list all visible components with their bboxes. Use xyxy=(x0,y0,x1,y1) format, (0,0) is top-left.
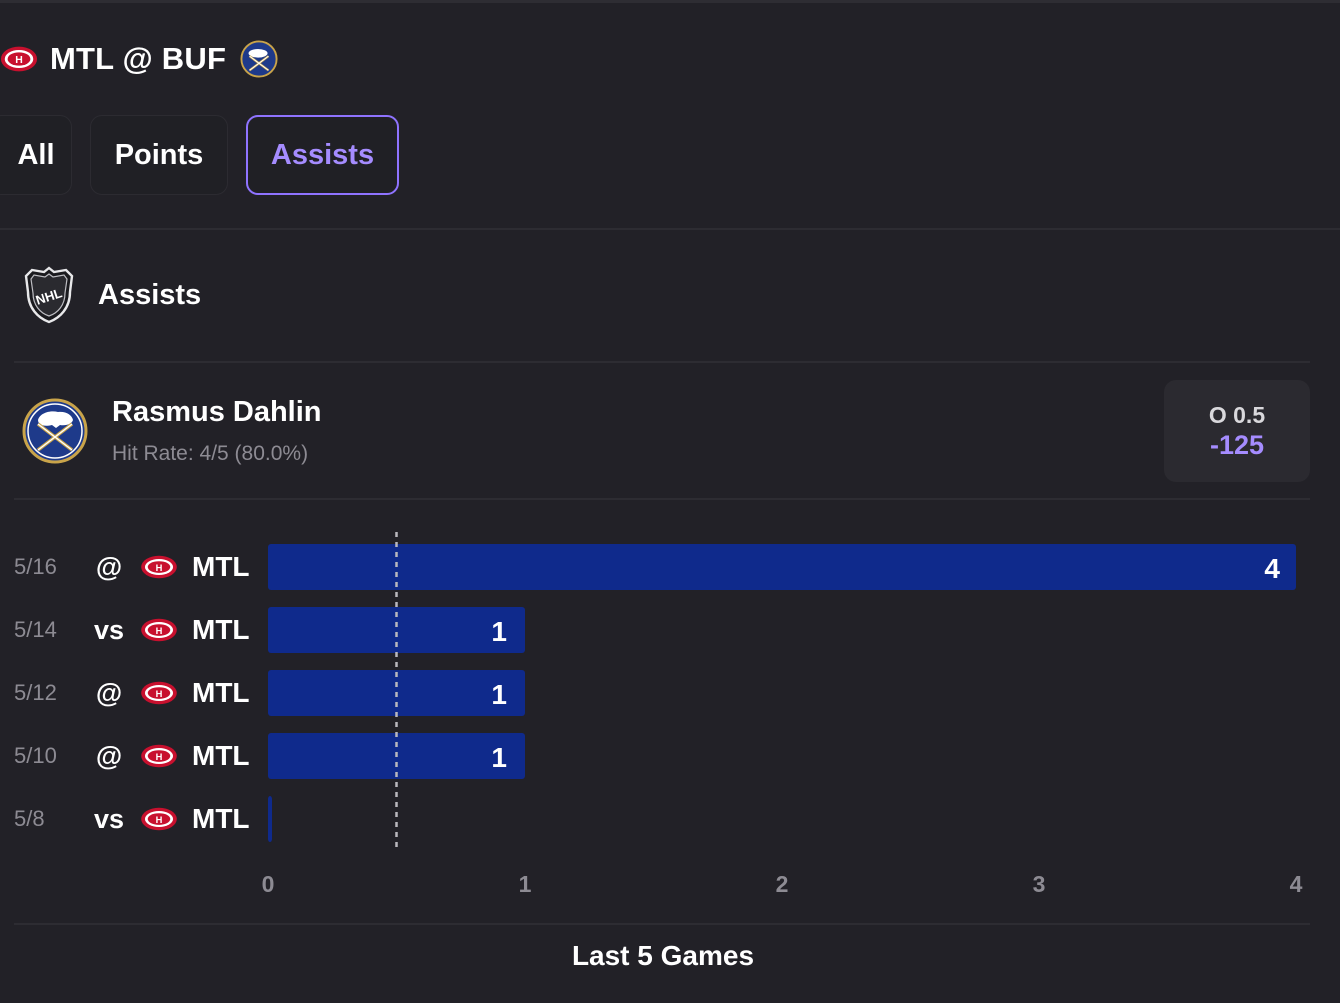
opponent-name: MTL xyxy=(192,740,250,771)
bar[interactable] xyxy=(268,796,272,842)
game-date: 5/12 xyxy=(14,680,57,705)
assists-bar-chart: 4 1 1 1 0 1 2 3 4 xyxy=(262,532,1303,897)
svg-text:H: H xyxy=(156,752,163,762)
x-tick-label: 4 xyxy=(1290,871,1303,897)
hit-rate: Hit Rate: 4/5 (80.0%) xyxy=(112,442,309,465)
game-header: H MTL @ BUF xyxy=(0,36,278,82)
canadiens-logo-icon: H xyxy=(140,804,178,834)
svg-text:H: H xyxy=(156,689,163,699)
svg-text:H: H xyxy=(156,815,163,825)
odds-button[interactable]: O 0.5 -125 xyxy=(1164,380,1310,482)
game-row: 5/10 @ H MTL xyxy=(14,733,250,779)
bar-value-label: 4 xyxy=(1264,553,1280,584)
tab-all-label: All xyxy=(17,138,55,171)
bar[interactable] xyxy=(268,544,1296,590)
canadiens-logo-icon: H xyxy=(140,741,178,771)
svg-text:H: H xyxy=(15,55,23,66)
game-date: 5/16 xyxy=(14,554,57,579)
canadiens-logo-icon: H xyxy=(140,678,178,708)
section-title: Assists xyxy=(98,278,202,311)
x-tick-label: 0 xyxy=(262,871,275,897)
svg-text:H: H xyxy=(156,626,163,636)
game-date: 5/14 xyxy=(14,617,57,642)
player-row: Rasmus Dahlin Hit Rate: 4/5 (80.0%) O 0.… xyxy=(22,380,1310,486)
home-away-indicator: @ xyxy=(95,740,123,771)
x-tick-label: 3 xyxy=(1033,871,1046,897)
tab-assists-label: Assists xyxy=(270,138,375,171)
home-away-indicator: vs xyxy=(93,614,125,645)
game-row: 5/12 @ H MTL xyxy=(14,670,250,716)
x-tick-label: 2 xyxy=(776,871,789,897)
tab-assists[interactable]: Assists xyxy=(246,115,399,195)
market-tabs: All Points Assists xyxy=(0,115,417,195)
game-date: 5/10 xyxy=(14,743,57,768)
tab-points-label: Points xyxy=(114,138,204,171)
home-away-indicator: vs xyxy=(93,803,125,834)
opponent-name: MTL xyxy=(192,614,250,645)
x-tick-label: 1 xyxy=(519,871,532,897)
game-title: MTL @ BUF xyxy=(50,41,227,76)
bar-value-label: 1 xyxy=(491,679,507,710)
bar[interactable] xyxy=(268,607,525,653)
opponent-name: MTL xyxy=(192,677,250,708)
svg-text:H: H xyxy=(156,563,163,573)
bar-value-label: 1 xyxy=(491,742,507,773)
game-row: 5/8 vs H MTL xyxy=(14,796,250,842)
home-away-indicator: @ xyxy=(95,551,123,582)
game-date: 5/8 xyxy=(14,806,45,831)
odds-line: O 0.5 xyxy=(1208,401,1266,428)
home-away-indicator: @ xyxy=(95,677,123,708)
divider xyxy=(0,228,1340,230)
tab-all[interactable]: All xyxy=(0,115,72,195)
game-row: 5/14 vs H MTL xyxy=(14,607,250,653)
opponent-name: MTL xyxy=(192,551,250,582)
divider xyxy=(14,361,1310,363)
top-border xyxy=(0,0,1340,3)
canadiens-logo-icon: H xyxy=(0,46,38,72)
nhl-logo-icon: NHL xyxy=(24,266,74,324)
odds-price: -125 xyxy=(1209,429,1265,460)
canadiens-logo-icon: H xyxy=(140,552,178,582)
bar-value-label: 1 xyxy=(491,616,507,647)
chart-xlabel: Last 5 Games xyxy=(571,940,755,971)
sabres-logo-icon xyxy=(240,40,278,78)
divider xyxy=(14,923,1310,925)
opponent-name: MTL xyxy=(192,803,250,834)
divider xyxy=(14,498,1310,500)
game-row: 5/16 @ H MTL xyxy=(14,544,250,590)
player-name: Rasmus Dahlin xyxy=(112,396,322,428)
tab-points[interactable]: Points xyxy=(90,115,228,195)
canadiens-logo-icon: H xyxy=(140,615,178,645)
sabres-logo-icon xyxy=(22,398,88,464)
section-header: NHL Assists xyxy=(22,266,201,324)
